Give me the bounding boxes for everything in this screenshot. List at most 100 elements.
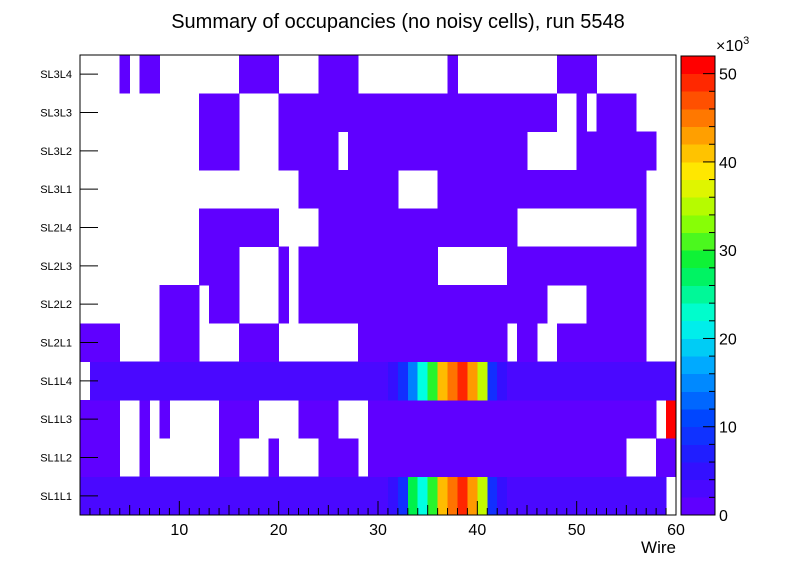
heatmap-cell-sl2l2-wire-11 <box>179 285 190 324</box>
heatmap-cell-sl1l1-wire-13 <box>199 476 210 516</box>
heatmap-cell-sl1l4-wire-18 <box>248 361 260 401</box>
heatmap-cell-sl2l1-wire-55 <box>616 323 627 363</box>
heatmap-cell-sl2l2-wire-47 <box>536 285 548 324</box>
heatmap-cell-sl2l4-wire-18 <box>248 208 260 248</box>
heatmap-cell-sl3l1-wire-38 <box>447 170 458 209</box>
heatmap-cell-sl3l3-wire-24 <box>308 93 319 133</box>
heatmap-cell-sl2l3-wire-16 <box>229 246 240 286</box>
colorbar-band-20 <box>681 144 715 163</box>
heatmap-cell-sl2l1-wire-36 <box>427 323 438 363</box>
heatmap-cell-sl2l3-wire-48 <box>546 246 558 286</box>
colorbar-band-24 <box>681 73 715 92</box>
heatmap-cell-sl3l4-wire-5 <box>119 55 131 94</box>
heatmap-cell-sl1l3-wire-57 <box>636 400 647 439</box>
heatmap-cell-sl1l4-wire-44 <box>507 361 518 401</box>
heatmap-cell-sl2l1-wire-38 <box>447 323 458 363</box>
heatmap-cell-sl2l4-wire-25 <box>318 208 329 248</box>
heatmap-cell-sl2l1-wire-42 <box>487 323 498 363</box>
colorbar-band-10 <box>681 320 715 339</box>
heatmap-cell-sl1l1-wire-9 <box>159 476 170 516</box>
colorbar-band-23 <box>681 91 715 110</box>
heatmap-cell-sl1l2-wire-20 <box>268 438 280 478</box>
heatmap-cell-sl1l3-wire-55 <box>616 400 627 439</box>
heatmap-cell-sl2l1-wire-43 <box>497 323 508 363</box>
heatmap-cell-sl3l1-wire-49 <box>556 170 568 209</box>
heatmap-cell-sl1l4-wire-14 <box>209 361 220 401</box>
heatmap-cell-sl1l2-wire-15 <box>219 438 230 478</box>
heatmap-cell-sl2l2-wire-39 <box>457 285 468 324</box>
colorbar-band-0 <box>681 497 715 516</box>
heatmap-cell-sl1l2-wire-38 <box>447 438 458 478</box>
heatmap-cell-sl3l1-wire-31 <box>378 170 389 209</box>
heatmap-cell-sl1l4-wire-45 <box>517 361 528 401</box>
heatmap-cell-sl1l2-wire-36 <box>427 438 438 478</box>
heatmap-cell-sl2l1-wire-51 <box>576 323 587 363</box>
heatmap-cell-sl3l3-wire-23 <box>298 93 309 133</box>
heatmap-cell-sl1l4-wire-58 <box>646 361 657 401</box>
colorbar-exponent-base: ×10 <box>716 38 743 55</box>
heatmap-cell-sl1l2-wire-59 <box>656 438 667 478</box>
heatmap-cell-sl2l4-wire-43 <box>497 208 508 248</box>
heatmap-cell-sl2l3-wire-25 <box>318 246 329 286</box>
colorbar-band-3 <box>681 444 715 463</box>
heatmap-cell-sl1l1-wire-52 <box>586 476 597 516</box>
heatmap-cell-sl1l2-wire-28 <box>348 438 359 478</box>
heatmap-cell-sl3l1-wire-25 <box>318 170 329 209</box>
heatmap-cell-sl1l3-wire-42 <box>487 400 498 439</box>
colorbar-band-8 <box>681 356 715 375</box>
heatmap-cell-sl3l2-wire-32 <box>387 131 399 171</box>
heatmap-cell-sl1l2-wire-55 <box>616 438 627 478</box>
heatmap-cell-sl3l1-wire-55 <box>616 170 627 209</box>
heatmap-cell-sl1l1-wire-30 <box>368 476 379 516</box>
heatmap-cell-sl3l2-wire-24 <box>308 131 319 171</box>
heatmap-cell-sl2l2-wire-31 <box>378 285 389 324</box>
heatmap-cell-sl1l3-wire-45 <box>517 400 528 439</box>
heatmap-cell-sl2l1-wire-20 <box>268 323 280 363</box>
heatmap-cell-sl1l1-wire-40 <box>467 476 478 516</box>
heatmap-cell-sl2l3-wire-56 <box>626 246 637 286</box>
heatmap-cell-sl1l4-wire-28 <box>348 361 359 401</box>
heatmap-cell-sl2l3-wire-50 <box>566 246 578 286</box>
heatmap-cell-sl3l1-wire-56 <box>626 170 637 209</box>
heatmap-cell-sl2l3-wire-55 <box>616 246 627 286</box>
heatmap-cell-sl2l2-wire-25 <box>318 285 329 324</box>
heatmap-cell-sl1l1-wire-56 <box>626 476 637 516</box>
y-tick-label-sl3l2: SL3L2 <box>40 146 72 158</box>
heatmap-cell-sl3l2-wire-30 <box>368 131 379 171</box>
heatmap-cell-sl1l4-wire-46 <box>527 361 538 401</box>
heatmap-cell-sl3l3-wire-25 <box>318 93 329 133</box>
colorbar-band-2 <box>681 462 715 481</box>
heatmap-cell-sl1l1-wire-20 <box>268 476 280 516</box>
heatmap-cell-sl2l3-wire-47 <box>536 246 548 286</box>
heatmap-cell-sl1l1-wire-58 <box>646 476 657 516</box>
heatmap-cell-sl3l1-wire-24 <box>308 170 319 209</box>
heatmap-cell-sl1l4-wire-30 <box>368 361 379 401</box>
heatmap-cell-sl3l1-wire-54 <box>606 170 617 209</box>
heatmap-cell-sl2l1-wire-31 <box>378 323 389 363</box>
heatmap-cell-sl3l2-wire-15 <box>219 131 230 171</box>
heatmap-cell-sl3l1-wire-52 <box>586 170 597 209</box>
heatmap-cell-sl1l1-wire-29 <box>358 476 369 516</box>
colorbar-band-7 <box>681 373 715 392</box>
heatmap-cell-sl2l2-wire-32 <box>387 285 399 324</box>
y-tick-label-sl2l2: SL2L2 <box>40 299 72 311</box>
heatmap-cell-sl2l3-wire-46 <box>527 246 538 286</box>
heatmap-cell-sl3l4-wire-20 <box>268 55 280 94</box>
heatmap-cell-sl2l1-wire-56 <box>626 323 637 363</box>
heatmap-cell-sl1l1-wire-27 <box>338 476 349 516</box>
colorbar-band-15 <box>681 232 715 251</box>
heatmap-cell-sl2l3-wire-34 <box>407 246 419 286</box>
heatmap-cell-sl3l3-wire-16 <box>229 93 240 133</box>
heatmap-cell-sl1l3-wire-41 <box>477 400 488 439</box>
heatmap-cell-sl1l2-wire-37 <box>437 438 448 478</box>
heatmap-cell-sl1l2-wire-27 <box>338 438 349 478</box>
heatmap-cells <box>80 55 677 516</box>
heatmap-cell-sl3l3-wire-46 <box>527 93 538 133</box>
y-tick-label-sl1l4: SL1L4 <box>40 376 72 388</box>
heatmap-cell-sl1l1-wire-34 <box>407 476 419 516</box>
heatmap-cell-sl2l2-wire-14 <box>209 285 220 324</box>
heatmap-cell-sl2l2-wire-23 <box>298 285 309 324</box>
heatmap-cell-sl2l4-wire-31 <box>378 208 389 248</box>
heatmap-cell-sl1l4-wire-11 <box>179 361 190 401</box>
heatmap-cell-sl1l1-wire-15 <box>219 476 230 516</box>
